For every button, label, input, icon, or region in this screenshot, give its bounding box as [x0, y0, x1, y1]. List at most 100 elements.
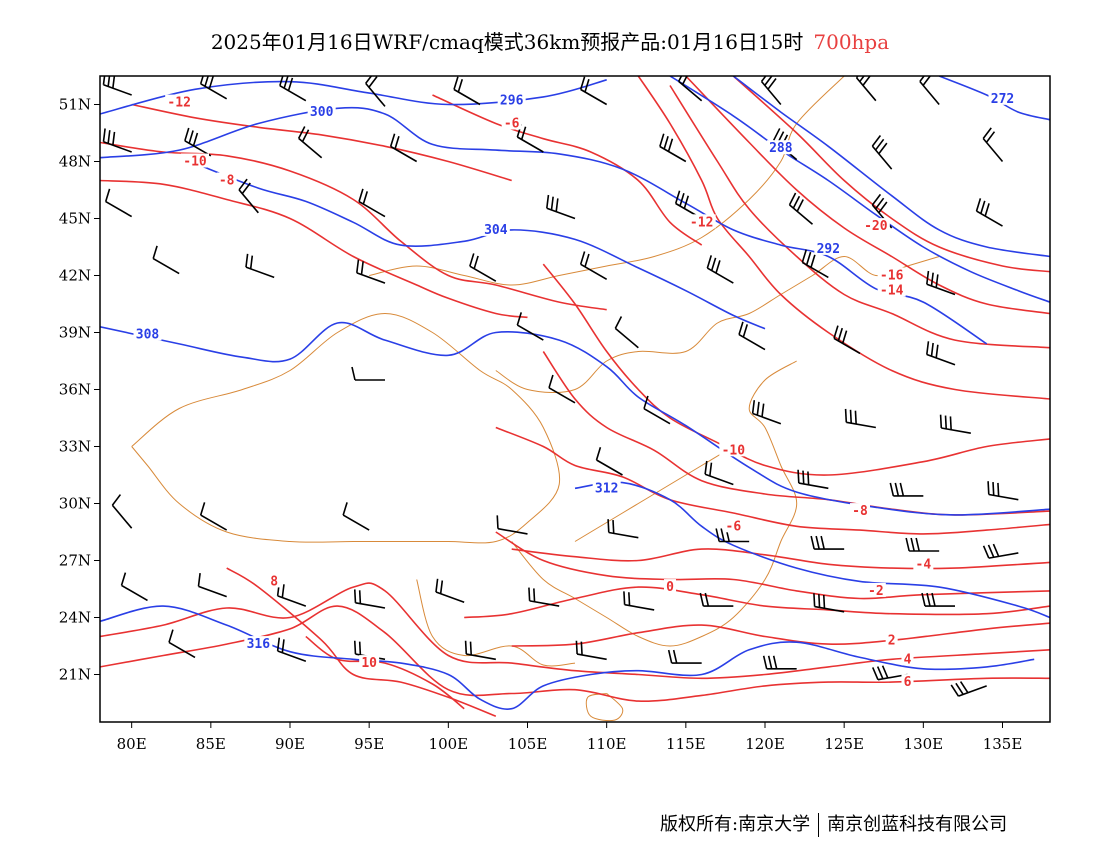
copyright-right: 南京创蓝科技有限公司 — [827, 814, 1008, 835]
temperature-contour-label: -10 — [183, 155, 207, 170]
height-contour-label: 312 — [595, 481, 618, 496]
lat-tick-label: 24N — [59, 609, 91, 627]
temperature-contour-label: 4 — [904, 652, 912, 667]
temperature-contour-label-bg — [719, 442, 748, 457]
temperature-contour-label: 6 — [904, 675, 912, 690]
wind-barb — [199, 76, 228, 100]
wind-barb — [184, 127, 212, 157]
temperature-contour-line — [100, 141, 607, 311]
temperature-contour-label-bg — [165, 94, 194, 109]
wind-barb — [643, 395, 671, 425]
wind-barb — [607, 519, 639, 539]
lat-tick-label: 45N — [59, 210, 91, 228]
temperature-contour-label: -10 — [722, 443, 746, 458]
wind-barb — [871, 193, 893, 229]
temperature-contour-line — [495, 426, 1050, 535]
lat-tick-label: 21N — [59, 666, 91, 684]
height-contour-line — [100, 79, 607, 115]
footer-separator — [818, 813, 820, 837]
temperature-contour-line — [669, 85, 1050, 349]
temperature-contour-label: -20 — [864, 219, 888, 234]
wind-barb — [104, 188, 133, 218]
border-line — [574, 446, 734, 542]
wind-barb — [279, 76, 307, 102]
height-contour-line — [669, 76, 1050, 303]
wind-barb — [548, 374, 576, 404]
copyright-footer: 版权所有:南京大学 南京创蓝科技有限公司 — [660, 810, 1007, 837]
temperature-contour-label-bg — [885, 632, 898, 647]
wind-barbs — [102, 76, 1019, 697]
plot-frame — [99, 75, 1051, 723]
wind-barb — [168, 629, 196, 659]
temperature-contour-label-bg — [901, 674, 914, 689]
wind-barb — [516, 312, 544, 341]
temperature-contour-label: -14 — [880, 284, 904, 299]
wind-barb — [435, 578, 465, 604]
temperature-contour-label: 2 — [888, 633, 896, 648]
wind-barb — [528, 587, 560, 607]
wind-barb — [738, 321, 766, 351]
temperature-contour-label-bg — [687, 214, 716, 229]
wind-barb — [788, 192, 814, 225]
lon-tick-label: 85E — [196, 735, 226, 753]
lon-tick-label: 110E — [587, 735, 627, 753]
height-contour-label-bg — [766, 140, 795, 155]
height-contour-line — [574, 481, 1050, 619]
height-contour-label-bg — [307, 104, 336, 119]
wind-barb — [356, 259, 386, 284]
lat-tick-label: 42N — [59, 267, 91, 285]
temperature-contour-line — [100, 179, 528, 319]
wind-barb — [706, 255, 734, 284]
wind-barb — [579, 251, 608, 280]
wind-barb — [464, 640, 496, 661]
wind-barb — [921, 592, 955, 607]
wind-barb — [353, 589, 386, 609]
lon-tick-label: 95E — [354, 735, 384, 753]
wind-barb — [358, 188, 386, 218]
wind-barb — [987, 481, 1019, 501]
temperature-contour-label: -12 — [167, 96, 190, 111]
temperature-contour-label-bg — [723, 518, 744, 533]
lon-tick-label: 105E — [508, 735, 548, 753]
wind-barb — [762, 655, 797, 670]
height-contour-line — [100, 605, 1035, 710]
lon-tick-label: 120E — [745, 735, 785, 753]
wind-barb — [659, 133, 687, 163]
lon-tick-label: 125E — [824, 735, 864, 753]
wind-barb — [245, 253, 275, 279]
wind-barb — [351, 366, 385, 381]
wind-barb — [939, 414, 971, 434]
height-contour-line — [100, 321, 1050, 516]
temperature-contour-line — [131, 103, 512, 182]
wind-barb — [546, 194, 576, 220]
lat-tick-label: 48N — [59, 153, 91, 171]
height-contour-label-bg — [814, 240, 843, 255]
height-contour-label-bg — [592, 480, 621, 495]
wind-barb — [120, 572, 148, 602]
lat-tick-label: 27N — [59, 552, 91, 570]
copyright-left: 版权所有:南京大学 — [660, 814, 811, 835]
temperature-contour-label-bg — [664, 579, 676, 594]
temperature-contour-label-bg — [850, 503, 870, 518]
temperature-contour-label-bg — [181, 153, 209, 168]
lat-tick-label: 30N — [59, 495, 91, 513]
wind-barb — [751, 400, 782, 425]
height-contour-label: 304 — [484, 223, 508, 238]
longitude-axis: 80E 85E 90E 95E 100E 105E 110E 115E 120E 125E 130E… — [117, 722, 1022, 753]
wind-barb — [872, 665, 908, 681]
lat-tick-label: 39N — [59, 324, 91, 342]
temperature-contour-line — [685, 76, 1050, 315]
temperature-contour-line — [732, 76, 1050, 273]
wind-barb — [801, 249, 829, 279]
lon-tick-label: 100E — [429, 735, 469, 753]
temperature-contour-label: 8 — [270, 574, 278, 589]
contour-labels: -12-10-8-6-12 -20-16-14-10-8-6-4-20246810… — [133, 90, 1017, 690]
wind-barb — [926, 341, 956, 366]
wind-barb — [810, 535, 845, 550]
lon-tick-label: 80E — [117, 735, 147, 753]
wind-barb — [111, 494, 133, 529]
wind-barb — [575, 640, 607, 661]
temperature-contour-label-bg — [216, 172, 237, 187]
wind-barb — [469, 253, 497, 282]
height-contour-line — [732, 76, 1050, 258]
